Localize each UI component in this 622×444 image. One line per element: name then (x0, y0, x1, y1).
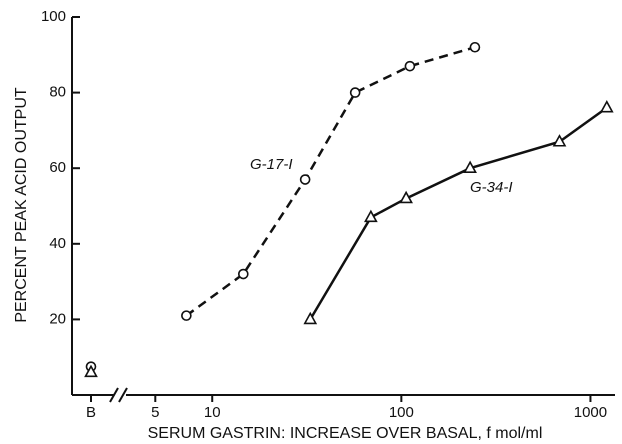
marker (469, 41, 481, 53)
x-tick-label: 10 (204, 404, 221, 421)
marker (364, 209, 378, 223)
x-tick-label: 100 (389, 404, 414, 421)
x-tick-label: 5 (151, 404, 159, 421)
y-tick-label: 20 (49, 310, 66, 327)
y-axis-label: PERCENT PEAK ACID OUTPUT (13, 87, 30, 323)
marker (399, 190, 413, 204)
y-tick-label: 100 (41, 8, 66, 25)
series-label: G-34-I (470, 179, 513, 196)
y-tick-label: 80 (49, 84, 66, 101)
series-line (185, 46, 476, 317)
marker (84, 364, 98, 378)
marker (463, 160, 477, 173)
y-tick-label: 40 (49, 235, 66, 252)
y-tick-label: 60 (49, 159, 66, 176)
x-tick-label: 1000 (574, 404, 607, 421)
axis-break (118, 387, 128, 403)
series-line (309, 106, 608, 321)
marker (181, 310, 192, 321)
marker (552, 134, 567, 147)
marker (599, 100, 614, 113)
marker (404, 60, 416, 72)
marker (238, 268, 249, 280)
axis-break (109, 387, 119, 403)
marker (303, 311, 318, 325)
marker (349, 87, 361, 98)
x-tick-label: B (86, 404, 96, 421)
marker (299, 174, 311, 185)
series-label: G-17-I (250, 156, 293, 173)
x-axis-label: SERUM GASTRIN: INCREASE OVER BASAL, f mo… (148, 425, 543, 442)
